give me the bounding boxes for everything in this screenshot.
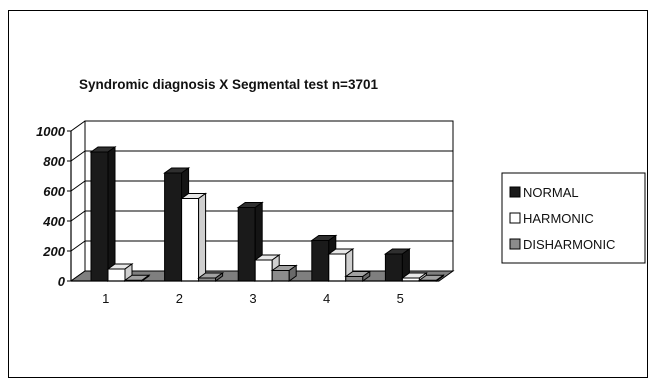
- y-tick-label: 800: [43, 154, 65, 169]
- bar-front: [107, 268, 126, 282]
- legend: NORMAL HARMONIC DISHARMONIC: [501, 172, 646, 264]
- chart: Syndromic diagnosis X Segmental test n=3…: [36, 77, 646, 306]
- x-tick-label: 1: [102, 291, 109, 306]
- x-tick-label: 5: [397, 291, 404, 306]
- chart-frame: Syndromic diagnosis X Segmental test n=3…: [8, 10, 648, 378]
- bar-front: [90, 151, 109, 282]
- bar-disharmonic-3: [270, 264, 298, 282]
- bar-harmonic-4: [327, 248, 355, 282]
- bar-front: [328, 253, 347, 282]
- y-tick-label: 400: [42, 214, 65, 229]
- legend-box: [501, 172, 646, 264]
- bar-front: [384, 253, 403, 282]
- side-wall-line: [70, 180, 86, 192]
- bar-harmonic-1: [106, 263, 134, 282]
- y-tick-label: 1000: [36, 124, 66, 139]
- bar-side: [215, 272, 224, 282]
- side-wall-line: [70, 150, 86, 162]
- bar-front: [271, 270, 290, 282]
- bar-normal-1: [89, 146, 117, 282]
- legend-label-harmonic: HARMONIC: [523, 211, 594, 226]
- bar-harmonic-2: [180, 192, 208, 282]
- bar-front: [164, 172, 183, 282]
- x-tick-label: 2: [176, 291, 183, 306]
- x-tick-label: 3: [249, 291, 256, 306]
- bar-normal-5: [383, 248, 411, 282]
- legend-swatch-normal: [509, 186, 521, 198]
- bar-side: [107, 146, 116, 282]
- plot-area: 0 200 400 600 800 1000 1 2 3 4 5: [36, 120, 455, 306]
- side-wall-line: [70, 210, 86, 222]
- bar-front: [345, 276, 364, 282]
- bar-side: [198, 192, 207, 282]
- chart-title: Syndromic diagnosis X Segmental test n=3…: [79, 77, 378, 92]
- bar-front: [181, 198, 200, 282]
- legend-label-normal: NORMAL: [523, 185, 579, 200]
- side-wall-line: [70, 120, 86, 132]
- bar-disharmonic-2: [197, 272, 225, 282]
- bar-front: [254, 259, 273, 282]
- bar-side: [288, 264, 297, 282]
- bar-front: [311, 240, 330, 282]
- y-tick-label: 200: [42, 244, 65, 259]
- legend-swatch-disharmonic: [509, 238, 521, 250]
- legend-label-disharmonic: DISHARMONIC: [523, 237, 615, 252]
- bar-front: [237, 207, 256, 282]
- legend-swatch-harmonic: [509, 212, 521, 224]
- y-tick-label: 600: [43, 184, 65, 199]
- y-tick-label: 0: [58, 274, 66, 289]
- bar-side: [362, 270, 371, 282]
- side-wall-line: [70, 240, 86, 252]
- bar-disharmonic-4: [344, 270, 372, 282]
- x-tick-label: 4: [323, 291, 330, 306]
